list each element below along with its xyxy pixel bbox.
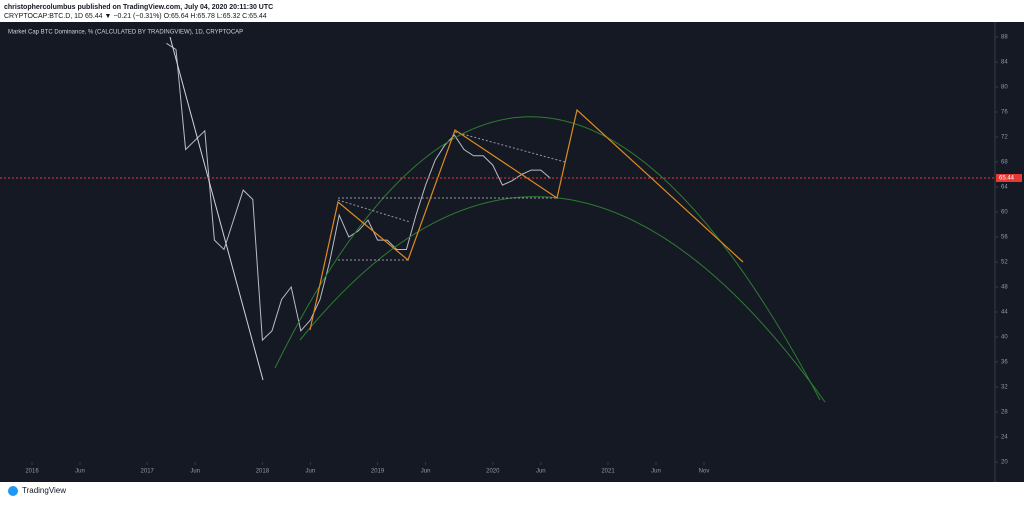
x-tick-label: 2017 xyxy=(141,469,155,475)
y-tick-label: 72 xyxy=(1001,135,1008,141)
pattern-lines xyxy=(337,131,566,261)
price-line xyxy=(166,42,551,342)
x-tick-label: Jun xyxy=(651,469,661,475)
x-tick-label: 2019 xyxy=(371,469,385,475)
drawings xyxy=(169,36,826,403)
footer xyxy=(0,482,1024,501)
x-tick-label: Jun xyxy=(75,469,85,475)
x-tick-label: Jun xyxy=(190,469,200,475)
projection-line xyxy=(309,108,744,331)
brand: TradingView xyxy=(22,486,66,495)
y-tick-label: 36 xyxy=(1001,360,1008,366)
x-tick-label: 2020 xyxy=(486,469,500,475)
y-tick-label: 32 xyxy=(1001,385,1008,391)
y-tick-label: 80 xyxy=(1001,85,1008,91)
y-tick-label: 60 xyxy=(1001,210,1008,216)
logo xyxy=(8,486,18,496)
last-price-tag xyxy=(996,174,1022,182)
chart-title: Market Cap BTC Dominance, % (CALCULATED … xyxy=(8,30,243,36)
x-tick-label: Jun xyxy=(421,469,431,475)
x-tick-label: 2016 xyxy=(25,469,39,475)
arc xyxy=(274,116,821,401)
x-tick-label: Jun xyxy=(536,469,546,475)
trend-line xyxy=(169,36,264,381)
y-tick-label: 40 xyxy=(1001,335,1008,341)
y-tick-label: 84 xyxy=(1001,60,1008,66)
chart-background xyxy=(0,22,1024,482)
y-tick-label: 88 xyxy=(1001,35,1008,41)
publisher: christophercolumbus published on Trading… xyxy=(4,4,273,11)
y-tick-label: 76 xyxy=(1001,110,1008,116)
y-tick-label: 24 xyxy=(1001,435,1008,441)
y-tick-label: 20 xyxy=(1001,460,1008,466)
x-tick-label: 2021 xyxy=(601,469,615,475)
arc xyxy=(299,196,826,403)
y-tick-label: 44 xyxy=(1001,310,1008,316)
y-tick-label: 56 xyxy=(1001,235,1008,241)
y-tick-label: 52 xyxy=(1001,260,1008,266)
x-tick-label: 2018 xyxy=(256,469,270,475)
y-tick-label: 68 xyxy=(1001,160,1008,166)
x-tick-label: Jun xyxy=(306,469,316,475)
symbol-info: CRYPTOCAP:BTC.D, 1D 65.44 ▼ −0.21 (−0.31… xyxy=(4,13,267,20)
y-tick-label: 64 xyxy=(1001,185,1008,191)
y-tick-label: 48 xyxy=(1001,285,1008,291)
last-price-label: 65.44 xyxy=(999,176,1015,182)
y-tick-label: 28 xyxy=(1001,410,1008,416)
x-tick-label: Nov xyxy=(699,469,710,475)
